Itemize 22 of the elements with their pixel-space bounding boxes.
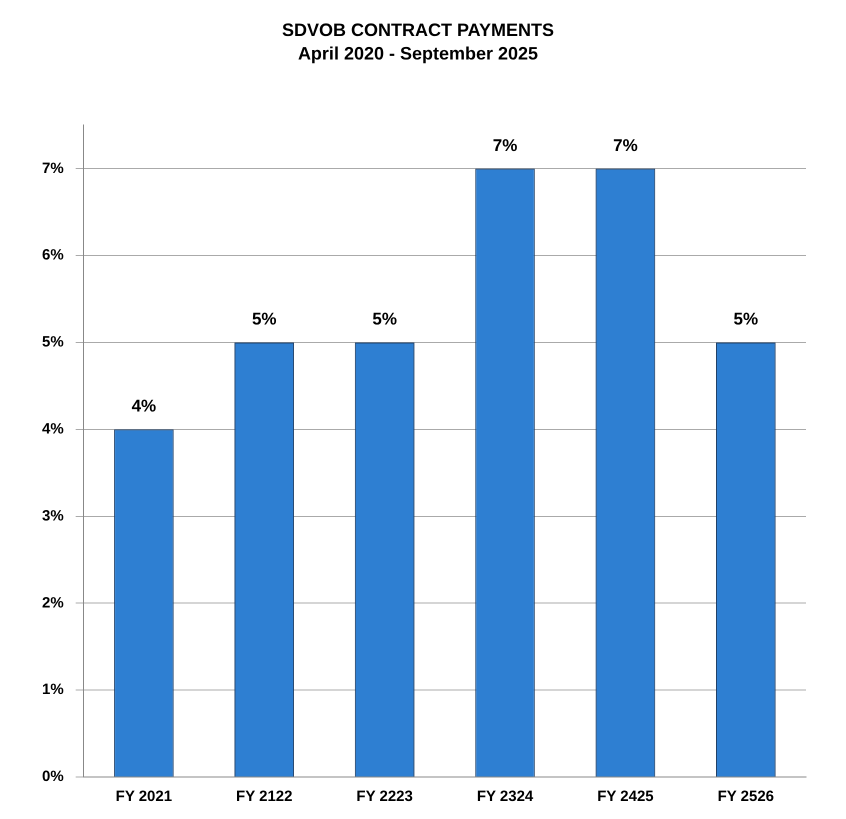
data-label: 5% bbox=[734, 310, 758, 329]
y-tick-label: 6% bbox=[42, 246, 64, 264]
y-tick-label: 1% bbox=[42, 681, 64, 698]
y-tick-label: 3% bbox=[42, 507, 64, 524]
data-label: 7% bbox=[492, 136, 518, 155]
chart-subtitle: April 2020 - September 2025 bbox=[298, 43, 538, 64]
x-tick-label: FY 2223 bbox=[356, 788, 413, 806]
data-label: 5% bbox=[252, 310, 277, 329]
chart-title: SDVOB CONTRACT PAYMENTS bbox=[282, 20, 554, 40]
x-tick-label: FY 2324 bbox=[476, 788, 534, 806]
y-tick-label: 2% bbox=[42, 594, 64, 612]
data-label: 4% bbox=[132, 396, 156, 416]
data-label: 7% bbox=[613, 136, 638, 155]
x-tick-label: FY 2526 bbox=[718, 788, 774, 806]
y-tick-label: 4% bbox=[42, 420, 64, 438]
x-tick-label: FY 2021 bbox=[116, 788, 172, 806]
y-tick-label: 7% bbox=[42, 160, 64, 177]
data-label: 5% bbox=[372, 310, 397, 329]
x-tick-label: FY 2425 bbox=[597, 788, 654, 806]
y-tick-label: 0% bbox=[42, 768, 64, 786]
x-tick-label: FY 2122 bbox=[236, 788, 292, 806]
y-tick-label: 5% bbox=[42, 334, 64, 351]
